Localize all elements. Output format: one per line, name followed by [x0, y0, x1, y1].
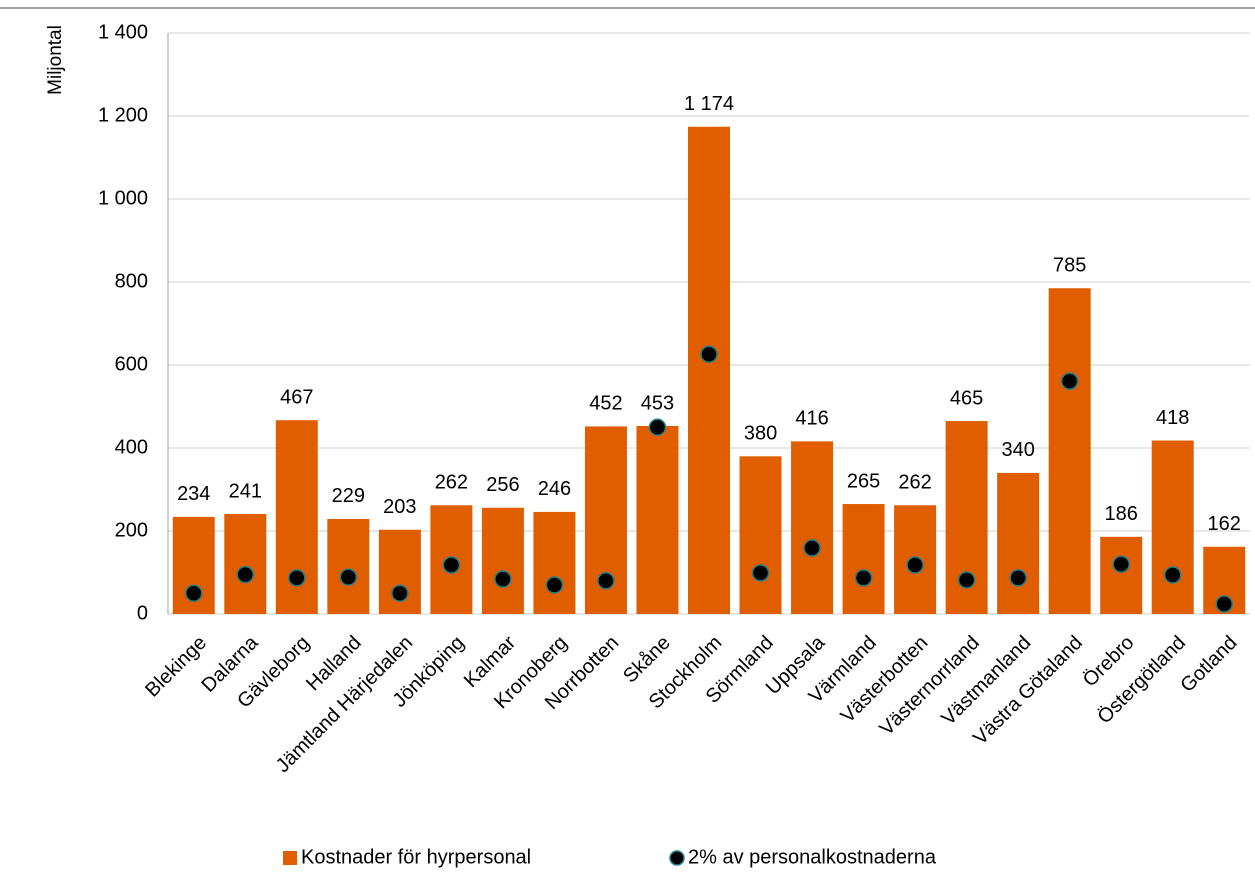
bar: [739, 456, 782, 614]
y-tick-label: 1 400: [98, 21, 148, 43]
legend-label: Kostnader för hyrpersonal: [301, 846, 531, 868]
dot: [700, 345, 718, 363]
dot: [1163, 566, 1182, 584]
dot: [751, 564, 770, 582]
dot: [236, 565, 255, 584]
value-label: 416: [795, 408, 828, 430]
legend-swatch: [283, 851, 297, 865]
dot: [288, 569, 306, 587]
y-tick-label: 600: [115, 353, 148, 375]
y-tick-label: 1 200: [98, 104, 148, 126]
value-label: 785: [1053, 255, 1086, 277]
dot: [1060, 372, 1079, 390]
bar: [224, 513, 267, 614]
value-label: 186: [1105, 503, 1138, 525]
value-label: 234: [177, 483, 210, 505]
value-label: 241: [229, 480, 262, 502]
value-label: 452: [589, 393, 622, 415]
dot: [545, 576, 564, 594]
bar: [842, 504, 885, 614]
value-label: 380: [744, 423, 777, 445]
x-tick-label: Blekinge: [141, 632, 211, 702]
bar: [1151, 440, 1194, 614]
y-tick-label: 400: [115, 436, 148, 458]
bar: [1048, 288, 1091, 614]
value-label: 246: [538, 478, 571, 500]
dot: [1009, 569, 1027, 587]
y-tick-label: 0: [137, 602, 148, 624]
value-label: 467: [280, 386, 313, 408]
dot: [648, 418, 667, 436]
x-tick-label: Västmanland: [937, 632, 1035, 730]
x-tick-label: Gotland: [1176, 632, 1241, 697]
dot: [906, 556, 924, 574]
legend-swatch: [669, 850, 685, 866]
dot: [957, 571, 976, 589]
y-axis-label: Miljontal: [45, 25, 66, 95]
dot: [391, 584, 409, 602]
y-tick-label: 1 000: [98, 187, 148, 209]
dot: [494, 570, 512, 588]
value-label: 256: [486, 474, 519, 496]
value-label: 1 174: [684, 93, 734, 115]
value-label: 453: [641, 392, 674, 414]
y-tick-label: 200: [115, 519, 148, 541]
bar: [533, 511, 576, 614]
value-label: 203: [383, 496, 416, 518]
value-label: 262: [898, 472, 931, 494]
value-label: 162: [1208, 513, 1241, 535]
dot: [803, 539, 821, 557]
bar: [481, 507, 524, 614]
value-label: 465: [950, 387, 983, 409]
value-label: 262: [435, 472, 468, 494]
dot: [854, 569, 873, 587]
legend-label: 2% av personalkostnaderna: [688, 846, 937, 868]
dot: [185, 584, 203, 602]
bar: [688, 126, 730, 614]
bar: [997, 472, 1040, 614]
dot: [597, 572, 615, 590]
bar: [1100, 536, 1143, 614]
value-label: 418: [1156, 407, 1189, 429]
value-label: 340: [1001, 439, 1034, 461]
dot: [339, 568, 358, 586]
dot: [1112, 555, 1130, 573]
bar: [327, 518, 370, 614]
value-label: 229: [332, 485, 365, 507]
y-tick-label: 800: [115, 270, 148, 292]
bar: [636, 426, 679, 614]
bar: [791, 441, 834, 614]
dot: [442, 556, 461, 574]
value-label: 265: [847, 470, 880, 492]
dot: [1215, 595, 1233, 613]
